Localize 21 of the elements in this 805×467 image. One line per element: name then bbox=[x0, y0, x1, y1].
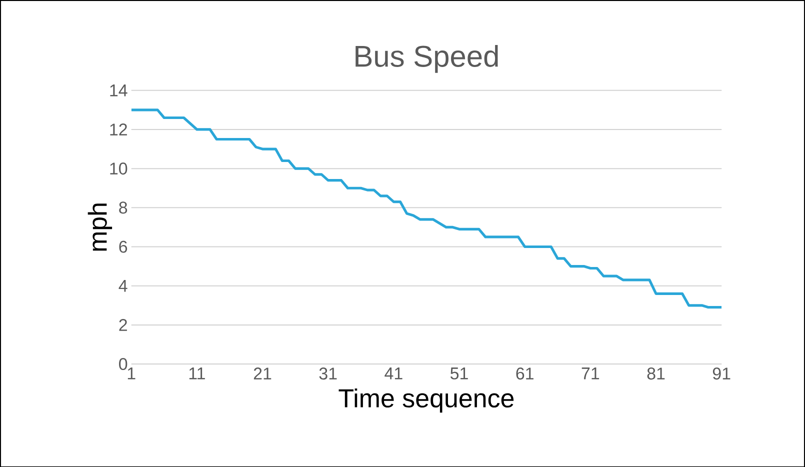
x-tick-label: 21 bbox=[254, 367, 272, 380]
chart-title: Bus Speed bbox=[356, 44, 498, 73]
y-tick-label: 14 bbox=[110, 84, 128, 96]
y-tick-label: 10 bbox=[110, 162, 128, 174]
y-tick-label: 8 bbox=[119, 201, 128, 214]
x-tick-label: 41 bbox=[384, 367, 402, 380]
x-tick-label: 31 bbox=[319, 367, 337, 380]
x-tick-label: 81 bbox=[647, 367, 665, 380]
y-tick-label: 6 bbox=[119, 240, 128, 253]
y-tick-label: 0 bbox=[119, 358, 128, 370]
x-tick-label: 91 bbox=[712, 367, 730, 380]
y-tick-label: 12 bbox=[110, 123, 127, 136]
y-axis-title: mph bbox=[88, 203, 112, 251]
x-tick-label: 61 bbox=[516, 367, 534, 380]
y-tick-label: 2 bbox=[119, 318, 127, 331]
x-axis-title: Time sequence bbox=[338, 388, 514, 412]
x-tick-label: 71 bbox=[582, 367, 600, 380]
x-tick-label: 51 bbox=[450, 367, 468, 380]
x-tick-label: 1 bbox=[128, 367, 136, 380]
x-tick-label: 11 bbox=[189, 367, 205, 380]
y-tick-label: 4 bbox=[118, 280, 128, 292]
